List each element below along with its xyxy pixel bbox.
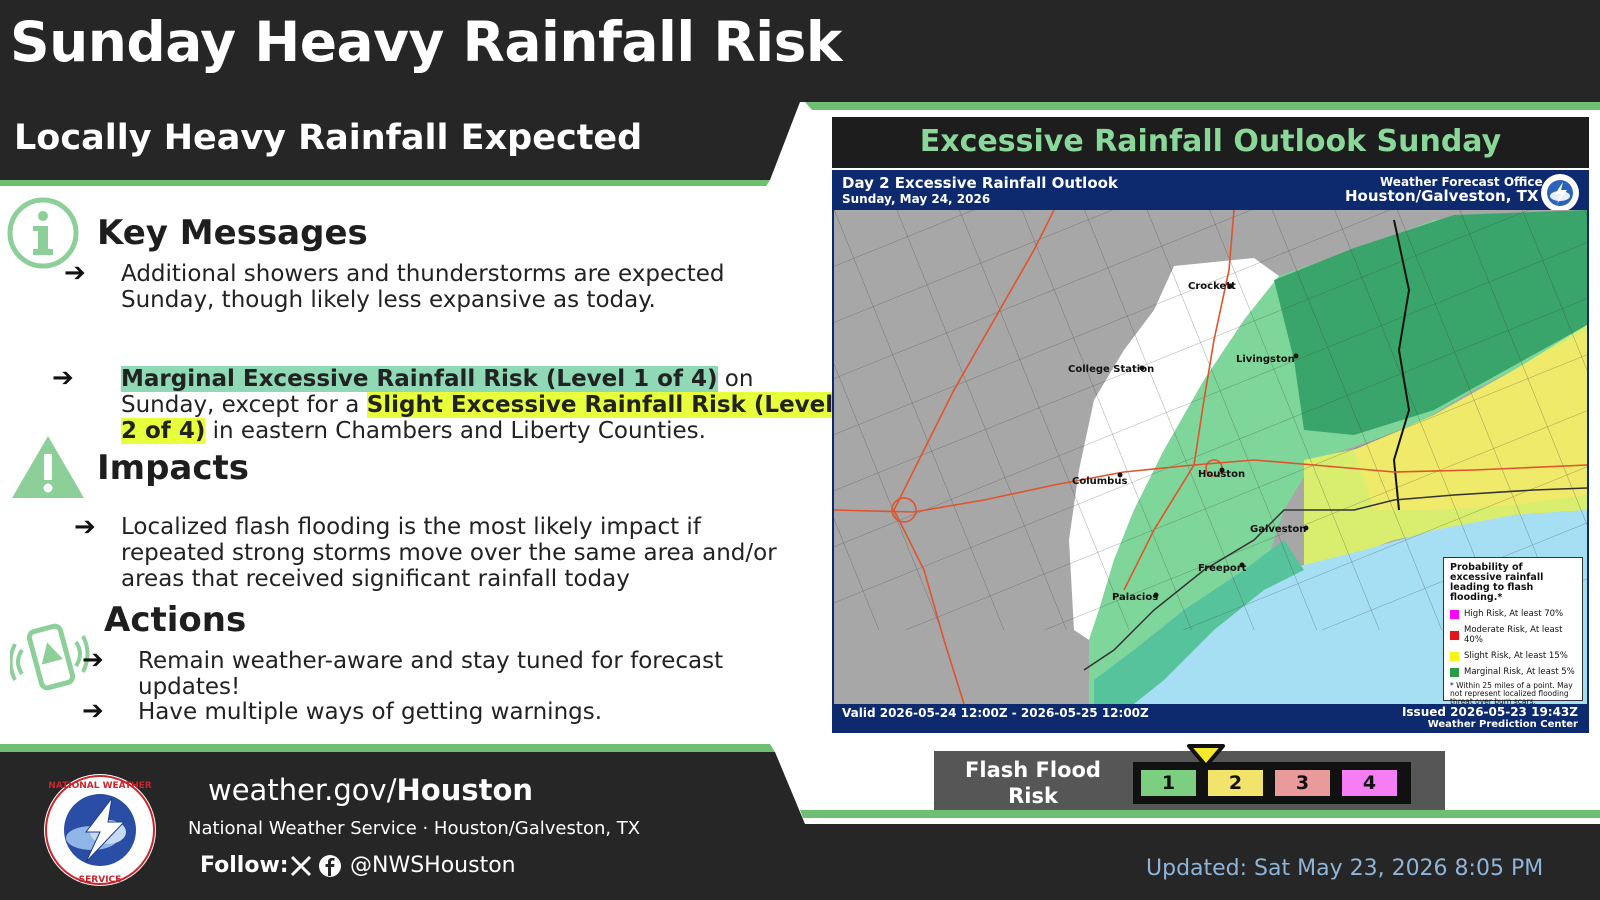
- map-panel-header: [832, 117, 1589, 168]
- updated-timestamp: Updated: Sat May 23, 2026 8:05 PM: [1146, 856, 1544, 881]
- warning-icon: [12, 436, 84, 498]
- arrow-icon: ➔: [52, 363, 74, 393]
- legend-title: Probability of excessive rainfall leadin…: [1450, 562, 1544, 603]
- x-icon[interactable]: [290, 855, 312, 877]
- site-url-link[interactable]: weather.gov/Houston: [208, 773, 533, 807]
- nws-seal-icon: [1541, 174, 1579, 212]
- current-level-marker-icon: [1187, 744, 1225, 768]
- key-message-2: Marginal Excessive Rainfall Risk (Level …: [121, 366, 841, 444]
- impact-1: Localized flash flooding is the most lik…: [121, 514, 777, 592]
- city-label: Columbus: [1072, 476, 1128, 487]
- url-office: Houston: [396, 773, 534, 807]
- risk-level-2: 2: [1204, 766, 1267, 800]
- nws-logo-icon: NATIONAL WEATHER SERVICE: [44, 774, 156, 886]
- follow-label: Follow:: [200, 853, 289, 878]
- legend-swatch: [1450, 630, 1459, 640]
- arrow-icon: ➔: [82, 696, 104, 726]
- office-line-2: Houston/Galveston, TX: [1345, 187, 1539, 205]
- arrow-icon: ➔: [74, 512, 96, 542]
- page-subtitle: Locally Heavy Rainfall Expected: [14, 118, 643, 158]
- action-2: Have multiple ways of getting warnings.: [138, 699, 603, 725]
- legend-swatch: [1450, 651, 1459, 661]
- legend-item-moderate: Moderate Risk, At least 40%: [1450, 625, 1582, 645]
- url-prefix: weather.gov/: [208, 773, 397, 807]
- key-messages-heading: Key Messages: [97, 213, 368, 253]
- risk-level-4: 4: [1338, 766, 1401, 800]
- phone-alert-icon: [10, 623, 90, 691]
- valid-time: Valid 2026-05-24 12:00Z - 2026-05-25 12:…: [842, 706, 1149, 720]
- office-line-1: Weather Forecast Office: [1380, 175, 1543, 189]
- arrow-icon: ➔: [82, 645, 104, 675]
- key-message-2-text-a: on Sunday, except for a: [121, 366, 754, 418]
- city-label: Palacios: [1112, 592, 1159, 603]
- facebook-icon[interactable]: [318, 854, 342, 878]
- legend-swatch: [1450, 667, 1459, 677]
- issued-time: Issued 2026-05-23 19:43Z: [1401, 705, 1578, 719]
- legend-item-high: High Risk, At least 70%: [1450, 609, 1582, 619]
- key-message-2-text-b: in eastern Chambers and Liberty Counties…: [205, 418, 706, 444]
- legend-item-slight: Slight Risk, At least 15%: [1450, 651, 1582, 661]
- city-label: Freeport: [1198, 563, 1247, 574]
- logo-text-bottom: SERVICE: [79, 875, 122, 885]
- arrow-icon: ➔: [64, 258, 86, 288]
- map-panel-title: Excessive Rainfall Outlook Sunday: [919, 124, 1502, 159]
- subtitle-banner: [0, 102, 1600, 186]
- social-handle[interactable]: @NWSHouston: [350, 853, 516, 878]
- outlook-date: Sunday, May 24, 2026: [842, 192, 991, 206]
- header-bar: [0, 0, 1600, 102]
- info-icon: [7, 197, 79, 269]
- legend-item-marginal: Marginal Risk, At least 5%: [1450, 667, 1582, 677]
- legend-swatch: [1450, 609, 1459, 619]
- city-label: Houston: [1198, 469, 1246, 480]
- key-message-1: Additional showers and thunderstorms are…: [121, 261, 725, 313]
- impacts-heading: Impacts: [97, 448, 250, 488]
- city-label: Livingston: [1236, 354, 1295, 365]
- legend-label: High Risk, At least 70%: [1464, 609, 1564, 619]
- marginal-risk-highlight: Marginal Excessive Rainfall Risk (Level …: [121, 366, 718, 392]
- logo-text-top: NATIONAL WEATHER: [48, 781, 151, 791]
- city-label: Galveston: [1250, 524, 1307, 535]
- legend-label: Marginal Risk, At least 5%: [1464, 667, 1575, 677]
- map-legend: Probability of excessive rainfall leadin…: [1443, 557, 1583, 706]
- city-label: College Station: [1068, 364, 1155, 375]
- page-title: Sunday Heavy Rainfall Risk: [10, 10, 842, 74]
- risk-level-3: 3: [1271, 766, 1334, 800]
- city-label: Crockett: [1188, 281, 1236, 292]
- outlook-title: Day 2 Excessive Rainfall Outlook: [842, 174, 1118, 192]
- issuer: Weather Prediction Center: [1427, 719, 1578, 730]
- legend-footnote: * Within 25 miles of a point. May not re…: [1450, 681, 1573, 706]
- legend-label: Slight Risk, At least 15%: [1464, 651, 1568, 661]
- footer-bar: [0, 744, 1600, 900]
- legend-label: Moderate Risk, At least 40%: [1464, 625, 1563, 645]
- risk-level-1: 1: [1137, 766, 1200, 800]
- action-1: Remain weather-aware and stay tuned for …: [138, 648, 724, 700]
- risk-scale-label: Flash Flood Risk: [965, 758, 1101, 808]
- office-name: National Weather Service · Houston/Galve…: [188, 818, 641, 839]
- actions-heading: Actions: [104, 600, 247, 640]
